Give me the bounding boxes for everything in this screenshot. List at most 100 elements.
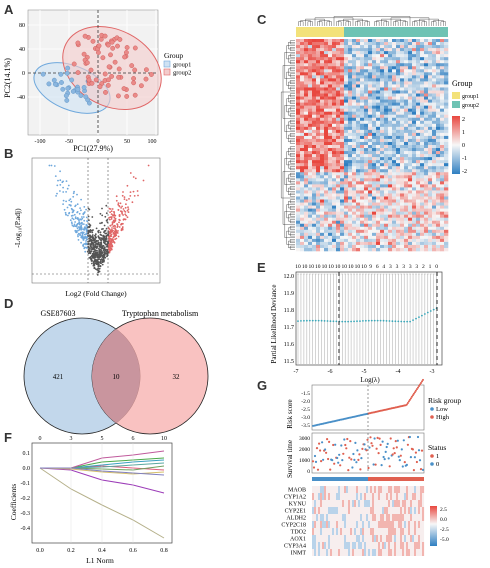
heatmap-cell (380, 238, 385, 243)
lasso-cv-xtick-0: -7 (294, 369, 299, 375)
heatmap-cell (340, 199, 345, 203)
heatmap-cell (396, 93, 401, 97)
survival-point (380, 464, 383, 467)
lasso-cv-mean-point (376, 319, 379, 322)
lasso-cv-mean-point (379, 319, 382, 322)
heatmap-cell (304, 129, 309, 134)
survival-point (382, 455, 385, 459)
lasso-cv-mean-point (415, 317, 417, 320)
heatmap-cell (420, 135, 425, 140)
pca-point-group2 (110, 45, 116, 51)
risk-heat-cell (326, 521, 329, 528)
heatmap-cell (436, 217, 441, 222)
volcano-point (75, 225, 78, 228)
heatmap-cell (388, 202, 393, 206)
volcano-point (127, 208, 130, 211)
heatmap-cell (320, 51, 325, 55)
heatmap-cell (400, 196, 405, 200)
heatmap-cell (432, 84, 437, 88)
risk-heat-cell (338, 542, 341, 549)
risk-heat-cell (410, 528, 413, 535)
heatmap-cell (432, 196, 437, 200)
volcano-point (78, 222, 81, 225)
volcano-point (92, 264, 95, 267)
heatmap-cell (380, 220, 385, 225)
heatmap-cell (436, 138, 441, 143)
heatmap-cell (404, 117, 409, 122)
heatmap-cell (400, 66, 405, 70)
heatmap-cell (440, 138, 445, 143)
pca-point-group1 (53, 81, 58, 87)
lasso-cv-ytick-4: 11.6 (284, 342, 294, 348)
lasso-cv-mean-point (403, 320, 406, 323)
heatmap-legend-title: Group (452, 79, 472, 88)
risk-heat-cell (386, 528, 389, 535)
risk-heat-cell (420, 507, 423, 514)
volcano-point (120, 207, 122, 209)
risk-heat-cell (338, 507, 341, 514)
heatmap-cell (412, 39, 417, 43)
heatmap-cell (416, 63, 421, 67)
heatmap-cell (308, 148, 313, 152)
risk-heat-cell (364, 521, 367, 528)
heatmap-cell (420, 39, 425, 43)
heatmap-cell (316, 114, 321, 119)
heatmap-cell (352, 42, 357, 46)
heatmap-cell (336, 126, 341, 131)
volcano-point (87, 215, 90, 218)
risk-heat-cell (336, 542, 339, 549)
volcano-ylabel: -Log₁₀(P.adj) (13, 208, 22, 248)
heatmap-cell (436, 220, 441, 225)
lasso-cv-mean-point (362, 320, 364, 322)
heatmap-cell (444, 84, 449, 88)
lasso-cv-xtick-2: -5 (362, 369, 367, 375)
heatmap-cell (308, 93, 313, 97)
heatmap-cell (420, 54, 425, 58)
heatmap-cell (308, 208, 313, 212)
heatmap-cell (368, 87, 373, 91)
volcano-point (65, 191, 67, 193)
heatmap-cell (372, 235, 377, 240)
heatmap-cell (304, 90, 309, 94)
volcano-point (91, 248, 94, 251)
heatmap-cell (312, 214, 317, 218)
heatmap-cell (388, 205, 393, 209)
heatmap-cell (340, 63, 345, 67)
heatmap-cell (320, 175, 325, 179)
heatmap-cell (332, 235, 337, 240)
heatmap-cell (412, 123, 417, 128)
heatmap-cell (392, 211, 397, 215)
heatmap-cell (340, 69, 345, 73)
heatmap-cell (380, 57, 385, 61)
heatmap-cell (440, 60, 445, 64)
heatmap-cell (320, 151, 325, 155)
heatmap-cell (396, 235, 401, 240)
heatmap-cell (368, 214, 373, 218)
heatmap-cell (320, 135, 325, 140)
heatmap-cell (332, 208, 337, 212)
survival-point (355, 461, 358, 464)
heatmap-cell (424, 99, 429, 103)
volcano-point (65, 213, 67, 216)
heatmap-cell (304, 160, 309, 164)
heatmap-cell (344, 72, 349, 76)
heatmap-cell (440, 54, 445, 58)
heatmap-cell (360, 151, 365, 155)
heatmap-cell (308, 57, 313, 61)
heatmap-cell (320, 223, 325, 228)
heatmap-cell (424, 54, 429, 58)
heatmap-cell (360, 66, 365, 70)
heatmap-cell (328, 202, 333, 206)
heatmap-cell (376, 175, 381, 179)
risk-heat-cell (392, 535, 395, 542)
heatmap-cell (400, 208, 405, 212)
risk-heat-cell (418, 535, 421, 542)
risk-heat-cell (416, 528, 419, 535)
heatmap-cell (408, 69, 413, 73)
heatmap-cell (412, 54, 417, 58)
pca-point-group2 (106, 77, 111, 83)
risk-heat-cell (396, 535, 399, 542)
heatmap-cell (316, 214, 321, 218)
heatmap-cell (308, 175, 313, 179)
volcano-point (110, 218, 113, 220)
